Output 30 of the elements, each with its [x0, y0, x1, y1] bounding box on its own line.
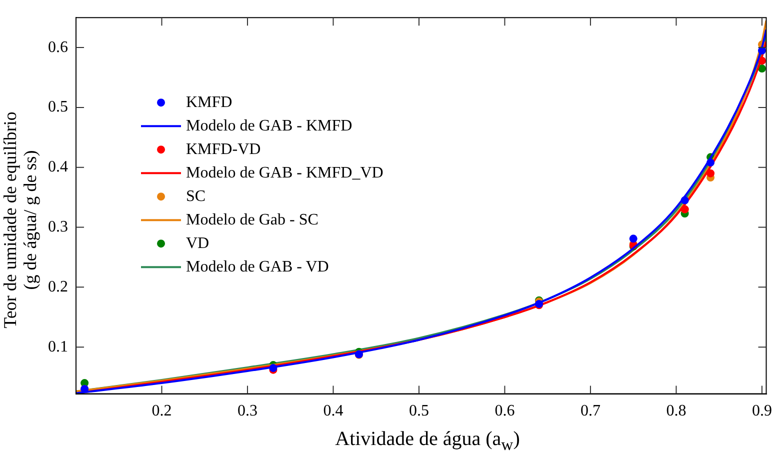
legend-label: KMFD-VD [186, 140, 261, 158]
point [629, 234, 638, 243]
y-axis-title: Teor de umidade de equilíbrio (g de água/ g de ss) [0, 110, 40, 330]
y-tick-label: 0.3 [48, 218, 68, 236]
legend-label: KMFD [186, 94, 232, 111]
x-tick-label: 0.5 [408, 402, 429, 420]
y-tick-label: 0.1 [48, 338, 68, 356]
point [758, 64, 766, 73]
x-tick-label: 0.6 [494, 402, 515, 420]
x-axis-title: Atividade de água (a$_{w}$) [334, 428, 521, 455]
point [680, 196, 689, 204]
x-tick-label: 0.4 [323, 402, 344, 420]
y-tick-label: 0.2 [48, 278, 68, 296]
legend-label: VD [186, 234, 210, 252]
y-tick-label: 0.5 [48, 98, 68, 116]
point [758, 56, 766, 65]
x-tick-label: 0.3 [237, 402, 258, 420]
y-tick-label: 0.6 [48, 38, 68, 56]
x-tick-label: 0.9 [752, 402, 772, 420]
point [706, 169, 715, 178]
legend-label: Modelo de GAB - KMFD [186, 117, 352, 134]
legend-label: Modelo de GAB - VD [186, 258, 329, 276]
legend-label: Modelo de GAB - KMFD_VD [186, 164, 384, 182]
x-tick-label: 0.7 [580, 402, 600, 420]
y-tick-label: 0.4 [48, 158, 68, 176]
x-tick-label: 0.8 [666, 402, 686, 420]
legend-label: Modelo de Gab - SC [186, 211, 318, 228]
point [706, 158, 715, 167]
x-tick-label: 0.2 [152, 402, 172, 420]
legend-label: SC [186, 188, 206, 205]
